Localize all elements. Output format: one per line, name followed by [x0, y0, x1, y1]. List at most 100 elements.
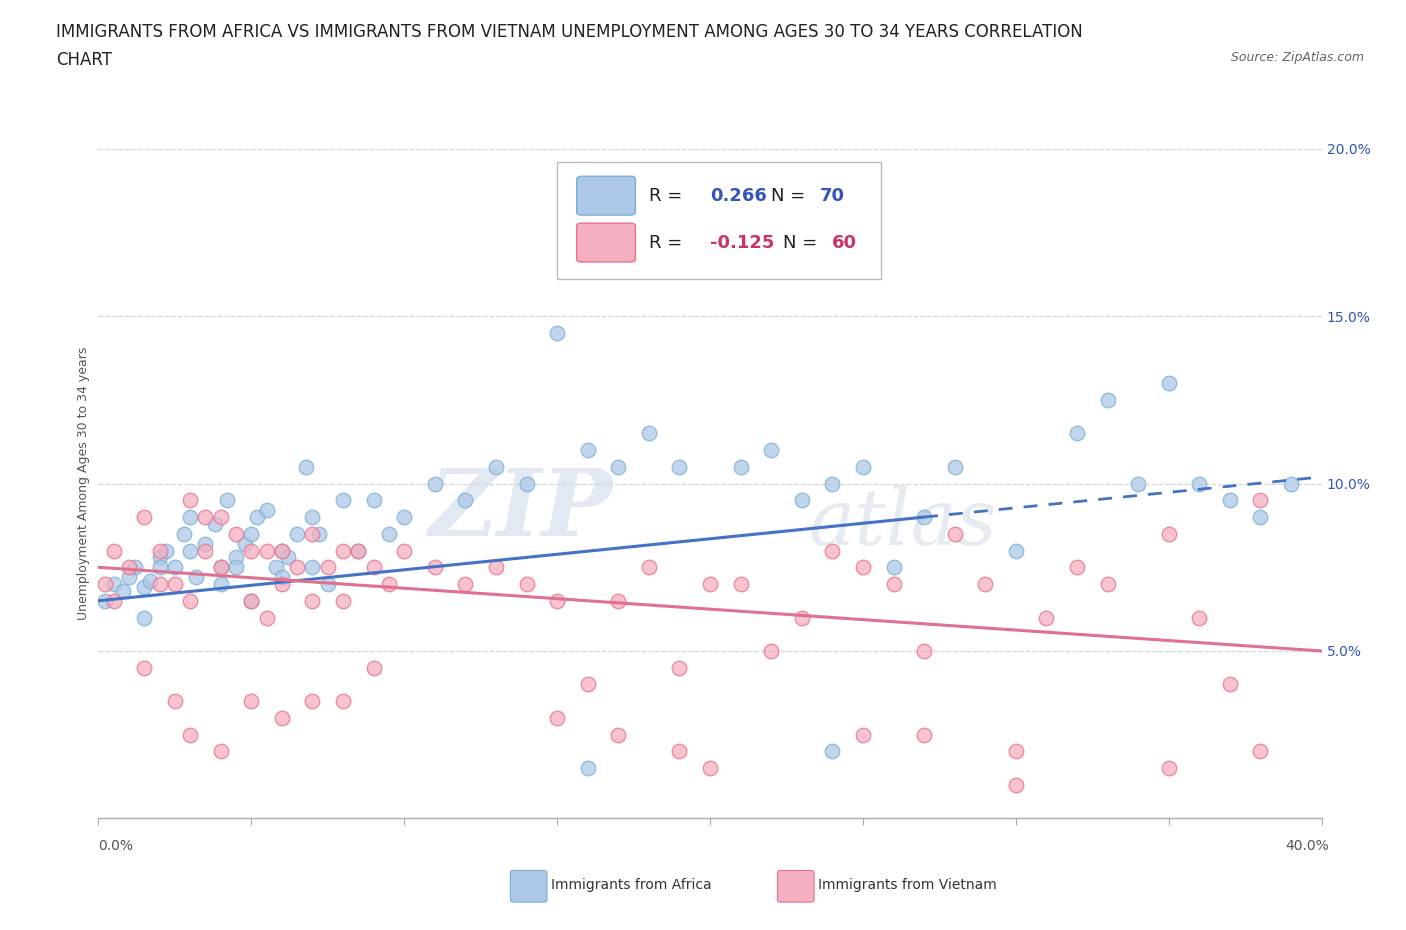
Text: 60: 60	[832, 233, 858, 251]
Text: R =: R =	[648, 187, 688, 205]
Point	[264, 560, 287, 575]
Point	[668, 459, 690, 474]
Point	[308, 526, 330, 541]
Point	[1219, 493, 1241, 508]
Point	[285, 560, 308, 575]
Point	[256, 610, 278, 625]
Point	[668, 744, 690, 759]
Point	[256, 543, 278, 558]
Text: -0.125: -0.125	[710, 233, 775, 251]
Point	[270, 711, 294, 725]
Point	[607, 727, 630, 742]
Point	[134, 580, 156, 595]
Point	[546, 593, 568, 608]
Point	[256, 503, 278, 518]
Point	[637, 560, 661, 575]
Point	[194, 543, 217, 558]
Point	[246, 510, 269, 525]
Point	[233, 537, 256, 551]
Point	[1097, 577, 1119, 591]
Point	[1157, 526, 1180, 541]
Point	[363, 560, 385, 575]
Point	[225, 550, 247, 565]
Point	[1035, 610, 1057, 625]
Point	[607, 593, 630, 608]
Point	[149, 560, 172, 575]
Point	[179, 727, 201, 742]
Point	[1250, 493, 1272, 508]
Text: Immigrants from Africa: Immigrants from Africa	[551, 878, 711, 893]
Point	[546, 711, 568, 725]
Point	[423, 560, 446, 575]
Point	[301, 560, 323, 575]
FancyBboxPatch shape	[576, 223, 636, 262]
Point	[93, 593, 115, 608]
Point	[103, 543, 125, 558]
FancyBboxPatch shape	[576, 177, 636, 215]
Point	[149, 577, 172, 591]
Point	[103, 577, 125, 591]
Point	[316, 577, 339, 591]
Point	[179, 493, 201, 508]
Point	[699, 761, 721, 776]
Point	[1097, 392, 1119, 407]
Text: 0.266: 0.266	[710, 187, 766, 205]
Point	[209, 510, 232, 525]
Point	[347, 543, 370, 558]
Point	[215, 493, 238, 508]
Point	[852, 459, 875, 474]
Text: N =: N =	[772, 187, 811, 205]
Point	[179, 510, 201, 525]
Point	[163, 577, 186, 591]
Point	[301, 694, 323, 709]
Point	[1250, 510, 1272, 525]
Point	[163, 560, 186, 575]
Point	[943, 526, 966, 541]
Point	[912, 510, 935, 525]
Point	[124, 560, 146, 575]
Point	[225, 526, 247, 541]
Point	[209, 577, 232, 591]
Point	[163, 694, 186, 709]
Point	[270, 543, 294, 558]
Point	[821, 476, 844, 491]
Point	[1279, 476, 1302, 491]
Point	[637, 426, 661, 441]
Point	[277, 550, 299, 565]
Text: IMMIGRANTS FROM AFRICA VS IMMIGRANTS FROM VIETNAM UNEMPLOYMENT AMONG AGES 30 TO : IMMIGRANTS FROM AFRICA VS IMMIGRANTS FRO…	[56, 23, 1083, 41]
Point	[194, 510, 217, 525]
Point	[301, 510, 323, 525]
Point	[761, 443, 783, 458]
Point	[576, 443, 599, 458]
Point	[93, 577, 115, 591]
Point	[134, 610, 156, 625]
Point	[576, 677, 599, 692]
Point	[378, 526, 401, 541]
Text: N =: N =	[783, 233, 824, 251]
Point	[974, 577, 997, 591]
Point	[1128, 476, 1150, 491]
Point	[378, 577, 401, 591]
Point	[301, 593, 323, 608]
Text: Source: ZipAtlas.com: Source: ZipAtlas.com	[1230, 51, 1364, 64]
Point	[179, 543, 201, 558]
Point	[149, 543, 172, 558]
Point	[179, 593, 201, 608]
Point	[912, 727, 935, 742]
Point	[1004, 543, 1026, 558]
Point	[186, 570, 208, 585]
Point	[852, 727, 875, 742]
Point	[1157, 376, 1180, 391]
Text: R =: R =	[648, 233, 688, 251]
Point	[285, 526, 308, 541]
Point	[209, 560, 232, 575]
Point	[485, 560, 508, 575]
Point	[194, 537, 217, 551]
Point	[118, 570, 141, 585]
Point	[209, 560, 232, 575]
Text: 0.0%: 0.0%	[98, 839, 134, 854]
Point	[347, 543, 370, 558]
Point	[295, 459, 318, 474]
Point	[1219, 677, 1241, 692]
Y-axis label: Unemployment Among Ages 30 to 34 years: Unemployment Among Ages 30 to 34 years	[77, 347, 90, 620]
